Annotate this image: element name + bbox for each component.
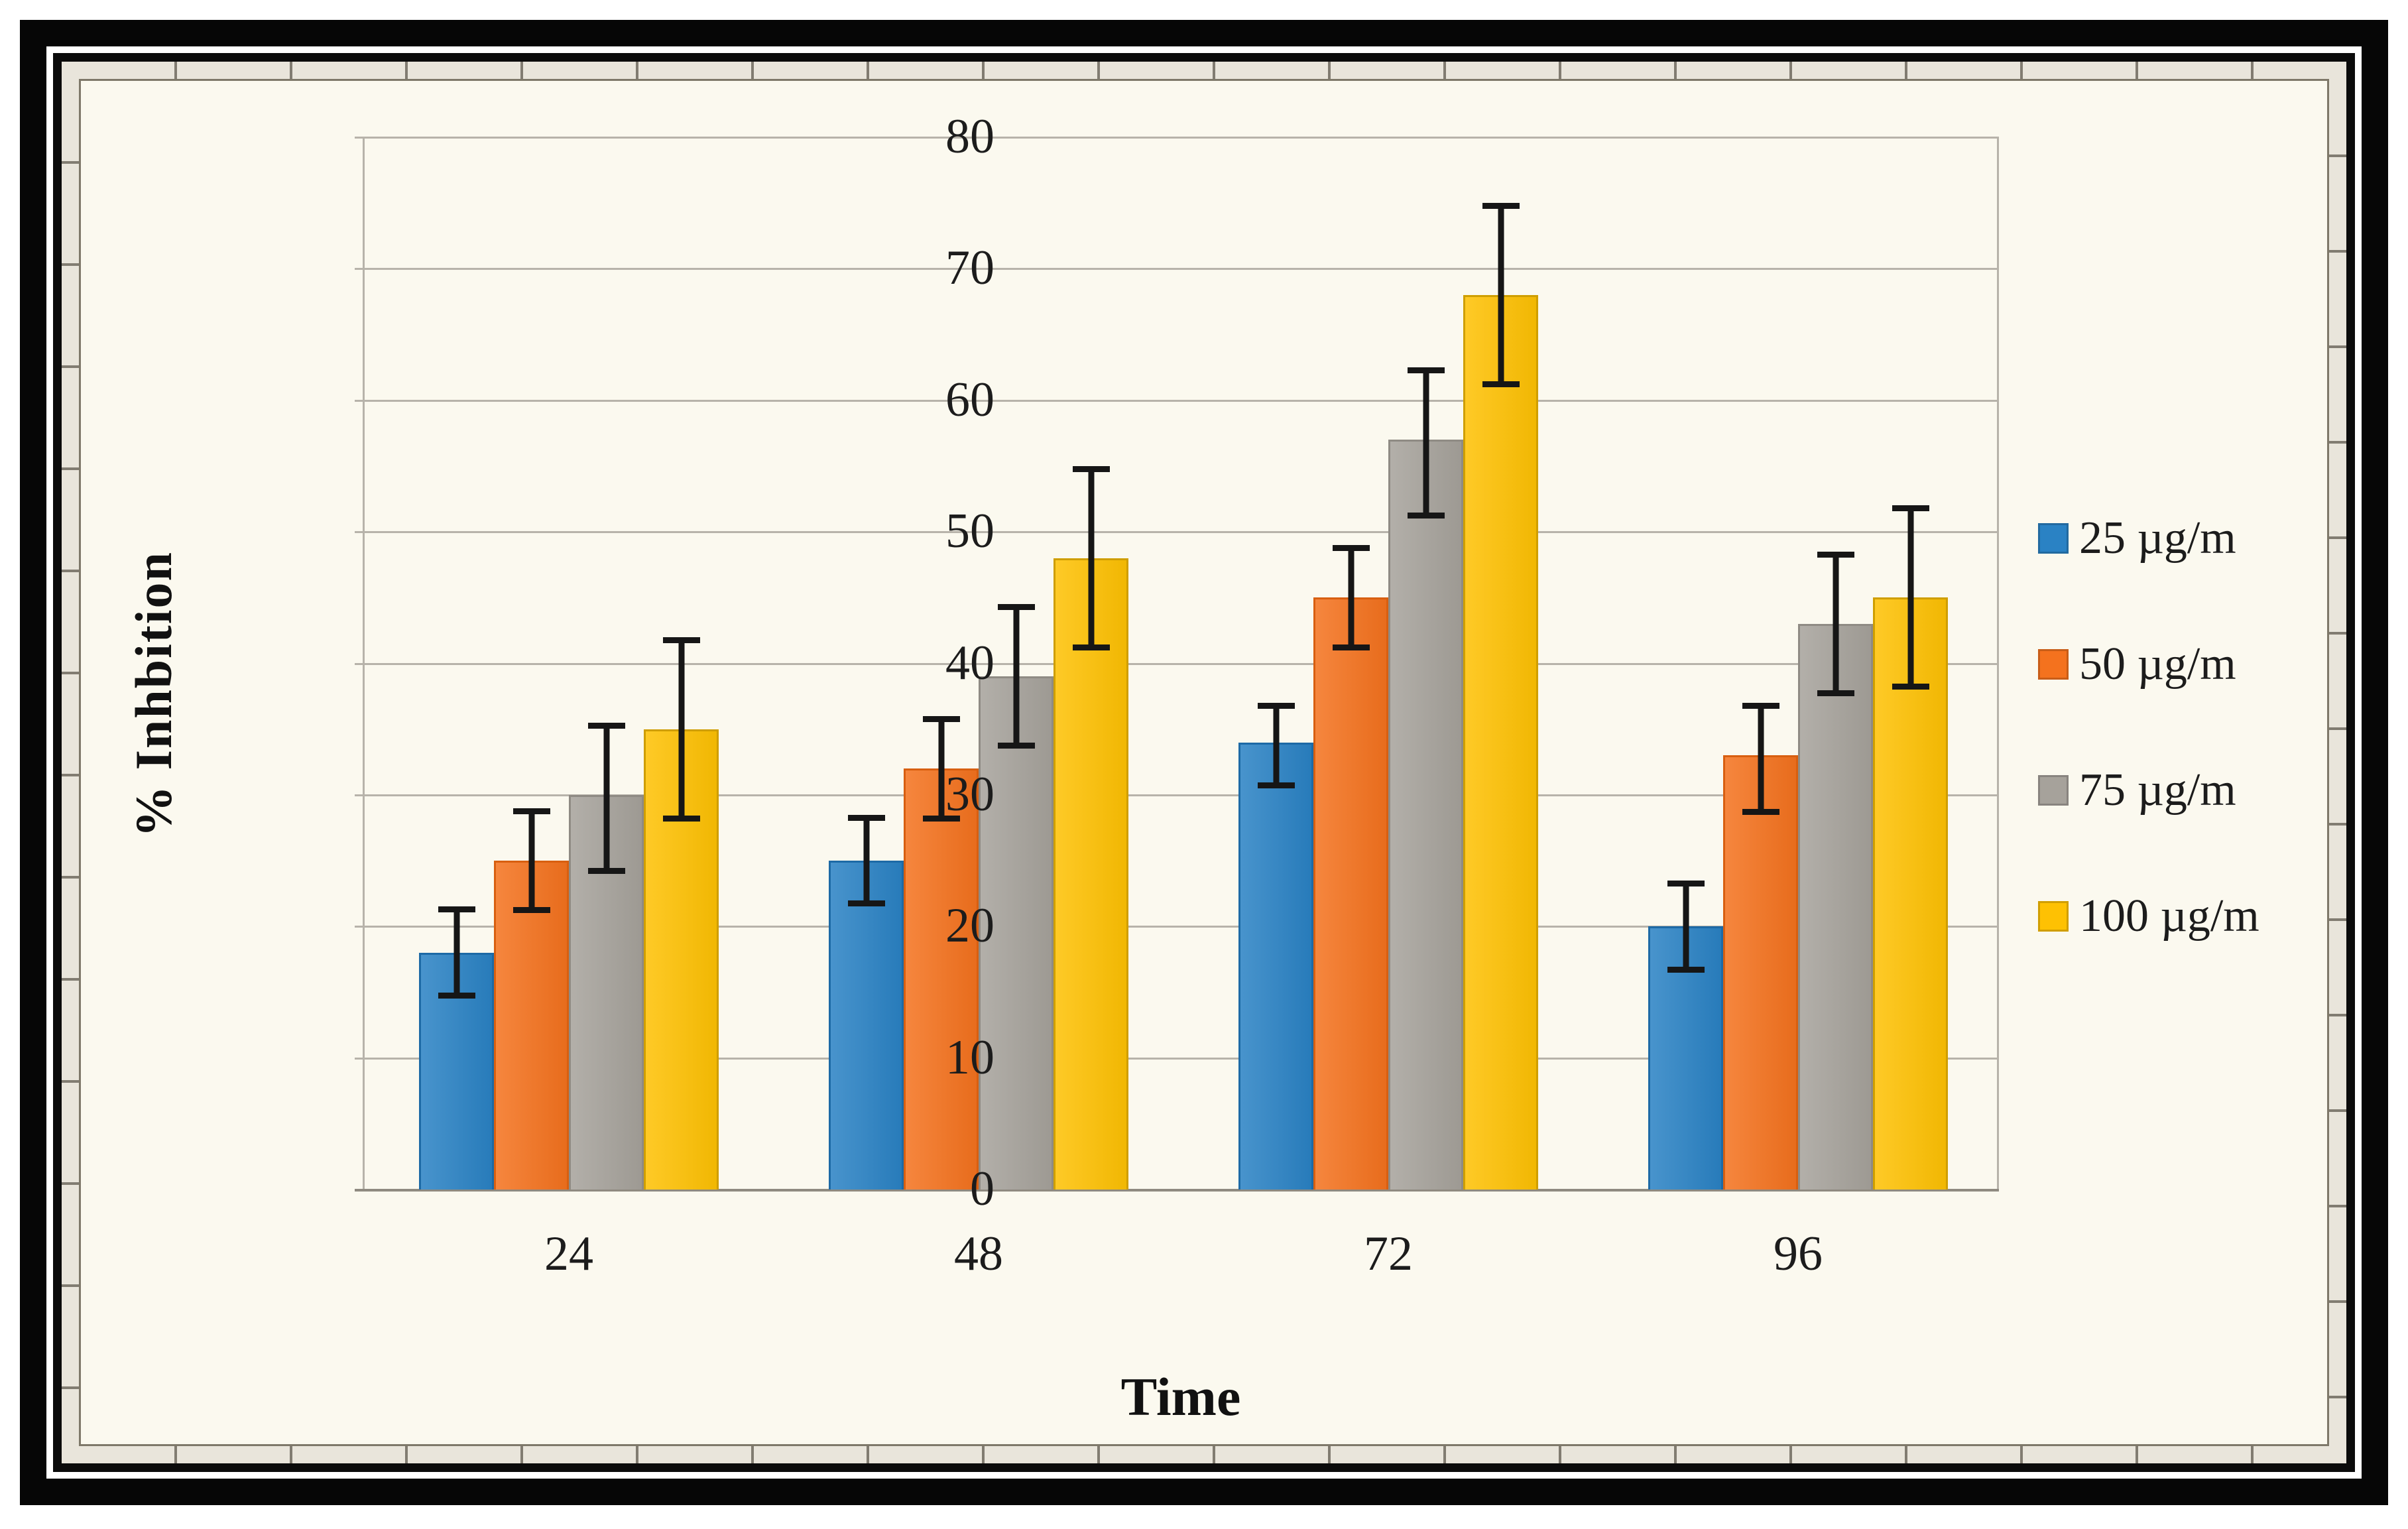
error-bar-100µgm-96h — [1892, 505, 1929, 690]
plot-area — [355, 137, 1999, 1192]
mat-ruler-left — [62, 62, 79, 1463]
gridline-70 — [355, 268, 1999, 271]
gridline-80 — [355, 137, 1999, 139]
x-tick-label-72: 72 — [1364, 1227, 1413, 1281]
bar-75µgm-48h — [979, 676, 1054, 1190]
bar-100µgm-48h — [1054, 558, 1128, 1190]
legend-item: 25 µg/m — [2038, 515, 2236, 562]
legend-label: 100 µg/m — [2079, 890, 2259, 942]
x-tick-label-96: 96 — [1774, 1227, 1823, 1281]
x-tick-label-48: 48 — [954, 1227, 1003, 1281]
mat-ruler-top — [62, 62, 2346, 79]
bar-50µgm-48h — [904, 768, 979, 1190]
bar-50µgm-96h — [1723, 755, 1798, 1190]
x-axis-title: Time — [1120, 1367, 1241, 1427]
y-tick-label-80: 80 — [945, 109, 994, 164]
error-bar-25µgm-96h — [1667, 880, 1705, 973]
y-tick-label-0: 0 — [970, 1162, 994, 1216]
bar-75µgm-96h — [1798, 624, 1873, 1190]
bar-25µgm-48h — [829, 861, 904, 1190]
error-bar-50µgm-48h — [922, 715, 960, 822]
y-tick-label-10: 10 — [945, 1030, 994, 1085]
error-bar-50µgm-24h — [512, 808, 550, 914]
y-tick-label-40: 40 — [945, 635, 994, 690]
frame-mat — [62, 62, 2346, 1463]
legend-item: 50 µg/m — [2038, 641, 2236, 688]
error-bar-50µgm-72h — [1332, 544, 1370, 650]
y-tick-label-30: 30 — [945, 766, 994, 822]
gridline-10 — [355, 1057, 1999, 1060]
bar-75µgm-72h — [1388, 440, 1463, 1190]
error-bar-50µgm-96h — [1742, 703, 1779, 815]
y-tick-label-70: 70 — [945, 241, 994, 296]
gridline-20 — [355, 926, 1999, 928]
inner-frame: % Inhbition Time 25 µg/m 50 µg/m — [53, 53, 2355, 1472]
error-bar-100µgm-72h — [1482, 203, 1520, 387]
legend-swatch-25ugm — [2038, 523, 2069, 554]
error-bar-75µgm-24h — [587, 722, 625, 874]
y-tick-label-60: 60 — [945, 372, 994, 427]
legend-label: 50 µg/m — [2079, 639, 2236, 690]
mat-ruler-right — [2329, 62, 2346, 1463]
error-bar-100µgm-24h — [662, 637, 700, 822]
chart-area: % Inhbition Time 25 µg/m 50 µg/m — [79, 79, 2329, 1446]
gridline-60 — [355, 399, 1999, 402]
gridline-30 — [355, 794, 1999, 796]
error-bar-25µgm-48h — [847, 814, 885, 907]
gridline-0 — [355, 1189, 1999, 1192]
error-bar-75µgm-48h — [997, 604, 1035, 749]
y-tick-label-50: 50 — [945, 504, 994, 559]
bar-50µgm-24h — [494, 861, 569, 1190]
outer-frame: % Inhbition Time 25 µg/m 50 µg/m — [20, 20, 2388, 1505]
legend-swatch-100ugm — [2038, 901, 2069, 932]
legend-item: 75 µg/m — [2038, 767, 2236, 814]
y-tick-label-20: 20 — [945, 898, 994, 953]
bar-50µgm-72h — [1313, 597, 1388, 1190]
error-bar-25µgm-24h — [438, 906, 475, 999]
legend-label: 25 µg/m — [2079, 513, 2236, 564]
gridline-40 — [355, 662, 1999, 665]
bar-100µgm-72h — [1463, 295, 1538, 1190]
legend-swatch-75ugm — [2038, 775, 2069, 806]
error-bar-75µgm-96h — [1817, 551, 1854, 697]
legend-swatch-50ugm — [2038, 649, 2069, 680]
mat-ruler-bottom — [62, 1446, 2346, 1463]
bar-25µgm-72h — [1238, 742, 1313, 1190]
y-axis-title: % Inhbition — [125, 551, 182, 837]
error-bar-100µgm-48h — [1072, 465, 1110, 650]
legend-label: 75 µg/m — [2079, 764, 2236, 816]
gridline-50 — [355, 531, 1999, 534]
x-tick-label-24: 24 — [544, 1227, 593, 1281]
legend-item: 100 µg/m — [2038, 893, 2259, 940]
error-bar-25µgm-72h — [1257, 703, 1295, 788]
error-bar-75µgm-72h — [1407, 367, 1445, 519]
bar-100µgm-96h — [1873, 597, 1948, 1190]
